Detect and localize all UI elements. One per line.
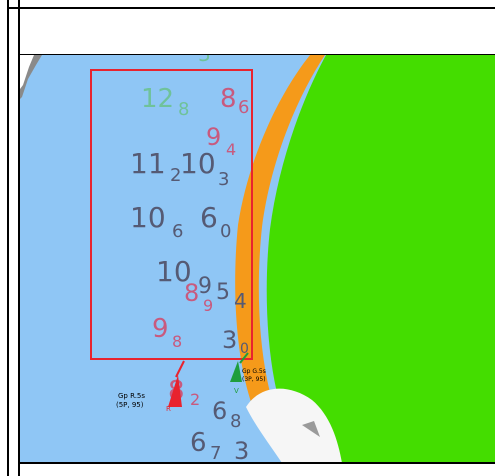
svg-text:3: 3 bbox=[218, 169, 229, 190]
frame-top-border bbox=[7, 7, 495, 9]
frame-outer-left-border bbox=[7, 0, 9, 476]
svg-text:9: 9 bbox=[152, 314, 169, 344]
red-light-label: Gp R.5s bbox=[118, 392, 145, 400]
land-area bbox=[266, 55, 495, 463]
svg-text:6: 6 bbox=[238, 97, 249, 118]
green-light-tag: V bbox=[234, 387, 239, 395]
frame-bottom-border bbox=[18, 462, 495, 464]
sounding-9-8: 9 8 bbox=[152, 314, 182, 351]
svg-text:6: 6 bbox=[190, 428, 207, 458]
sounding-6-7: 6 7 bbox=[190, 428, 221, 463]
svg-text:8: 8 bbox=[220, 84, 237, 114]
red-light-range: (5P, 95) bbox=[116, 401, 144, 409]
red-light-buoy[interactable]: Gp R.5s (5P, 95) R bbox=[116, 360, 185, 413]
green-light-flare-icon bbox=[230, 361, 242, 382]
svg-text:0: 0 bbox=[220, 221, 231, 242]
frame-inner-left-border bbox=[18, 0, 20, 476]
svg-text:8: 8 bbox=[178, 99, 189, 120]
sounding-12-8: 12 8 bbox=[141, 84, 189, 120]
sounding-8-9: 8 9 bbox=[184, 279, 213, 315]
svg-text:10: 10 bbox=[180, 147, 216, 180]
svg-text:6: 6 bbox=[212, 397, 227, 425]
selection-rectangle[interactable] bbox=[90, 69, 253, 360]
sounding-11-2: 11 2 bbox=[130, 147, 181, 186]
red-light-beam-icon bbox=[175, 360, 185, 378]
nautical-chart-viewport[interactable]: 3 12 8 8 6 9 4 11 2 10 3 10 bbox=[20, 54, 495, 463]
svg-text:9: 9 bbox=[198, 274, 212, 299]
red-light-tag: R bbox=[166, 405, 171, 413]
rock-outcrop-shadow bbox=[20, 55, 34, 89]
svg-text:2: 2 bbox=[190, 390, 200, 409]
svg-text:3: 3 bbox=[234, 437, 249, 463]
green-light-buoy[interactable]: Gp G.5s (3P, 95) V bbox=[230, 352, 266, 395]
svg-text:8: 8 bbox=[230, 411, 241, 432]
svg-text:5: 5 bbox=[216, 280, 230, 305]
green-light-beam-icon bbox=[239, 352, 249, 364]
shoreline-band bbox=[235, 55, 325, 463]
sounding-3-bottom: 3 bbox=[234, 437, 249, 463]
svg-text:9: 9 bbox=[203, 296, 213, 315]
svg-text:4: 4 bbox=[226, 140, 236, 159]
shore-inlet bbox=[238, 295, 252, 331]
svg-text:7: 7 bbox=[210, 443, 221, 463]
svg-text:9: 9 bbox=[206, 123, 221, 151]
svg-text:10: 10 bbox=[156, 255, 192, 288]
svg-text:8: 8 bbox=[184, 279, 199, 307]
svg-text:6: 6 bbox=[172, 221, 183, 242]
rock-hazard bbox=[302, 421, 320, 437]
green-light-label: Gp G.5s bbox=[242, 368, 266, 375]
sounding-4: 4 bbox=[234, 289, 247, 313]
sounding-9-5: 9 5 bbox=[198, 274, 230, 305]
sounding-8-6: 8 6 bbox=[220, 84, 249, 118]
green-light-range: (3P, 95) bbox=[242, 376, 266, 383]
sounding-10: 10 bbox=[156, 255, 192, 288]
partial-top-sounding: 3 bbox=[198, 55, 211, 66]
svg-text:0: 0 bbox=[240, 341, 249, 357]
svg-text:3: 3 bbox=[222, 326, 237, 354]
nautical-chart-svg[interactable]: 3 12 8 8 6 9 4 11 2 10 3 10 bbox=[20, 55, 495, 463]
svg-text:6: 6 bbox=[200, 201, 218, 234]
svg-text:4: 4 bbox=[234, 289, 247, 313]
svg-text:10: 10 bbox=[130, 201, 166, 234]
hazard-area bbox=[246, 388, 342, 463]
svg-text:11: 11 bbox=[130, 147, 166, 180]
sounding-9-4: 9 4 bbox=[206, 123, 236, 159]
sounding-6-8: 6 8 bbox=[212, 397, 241, 432]
svg-text:8: 8 bbox=[172, 332, 182, 351]
sounding-10-6: 10 6 bbox=[130, 201, 183, 242]
sounding-10-3: 10 3 bbox=[180, 147, 229, 190]
sounding-3-0: 3 0 bbox=[222, 326, 249, 357]
svg-text:12: 12 bbox=[141, 84, 174, 114]
svg-text:2: 2 bbox=[170, 165, 181, 186]
sounding-6-0: 6 0 bbox=[200, 201, 231, 242]
red-light-flare-icon bbox=[168, 375, 182, 407]
